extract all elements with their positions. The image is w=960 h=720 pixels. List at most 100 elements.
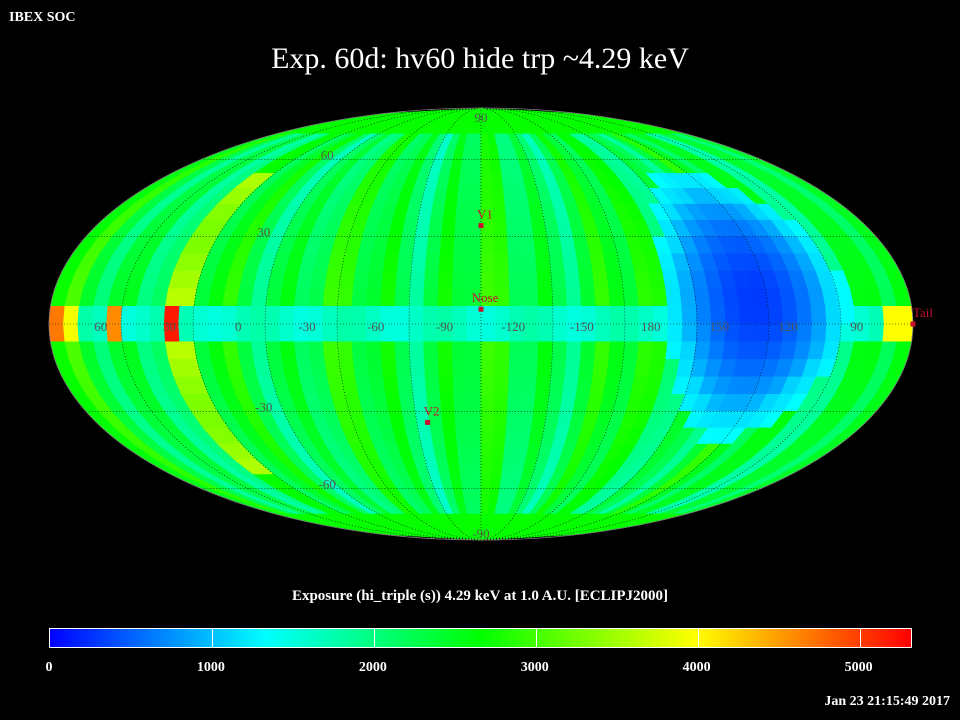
exposure-cell <box>382 253 400 272</box>
exposure-cell <box>651 288 668 307</box>
colorbar-title: Exposure (hi_triple (s)) 4.29 keV at 1.0… <box>291 588 669 604</box>
exposure-cell <box>308 341 326 360</box>
exposure-cell <box>452 359 468 378</box>
exposure-cell <box>442 427 458 445</box>
exposure-cell <box>398 393 416 412</box>
exposure-cell <box>470 474 482 489</box>
exposure-cell <box>352 270 370 289</box>
exposure-cell <box>608 288 625 307</box>
exposure-cell <box>423 288 439 307</box>
exposure-cell <box>365 288 382 307</box>
latitude-label: 60 <box>321 147 334 162</box>
exposure-cell <box>294 341 311 360</box>
exposure-cell <box>454 410 469 429</box>
exposure-cell <box>441 410 457 429</box>
exposure-cell <box>472 133 482 147</box>
exposure-cell <box>207 341 226 360</box>
exposure-cell <box>493 219 508 238</box>
exposure-cell <box>466 323 482 343</box>
exposure-cell <box>552 305 568 325</box>
colorbar-tick-label: 0 <box>45 660 53 675</box>
exposure-cell <box>562 253 580 272</box>
exposure-cell <box>622 341 640 360</box>
exposure-cell <box>480 359 496 378</box>
exposure-cell <box>480 474 492 489</box>
exposure-cell <box>455 427 470 445</box>
exposure-cell <box>308 288 326 307</box>
exposure-cell <box>667 305 683 325</box>
exposure-cell <box>394 305 410 325</box>
exposure-cell <box>324 359 342 378</box>
exposure-cell <box>473 513 482 526</box>
exposure-cell <box>192 305 209 325</box>
exposure-cell <box>368 253 387 272</box>
exposure-cell <box>522 270 539 289</box>
exposure-cell <box>322 323 338 343</box>
exposure-cell <box>452 270 468 289</box>
exposure-cell <box>351 288 368 307</box>
exposure-cell <box>693 288 711 307</box>
longitude-line <box>480 107 626 541</box>
exposure-cell <box>707 288 726 307</box>
exposure-cell <box>77 305 94 325</box>
exposure-cell <box>480 443 494 460</box>
exposure-cell <box>453 236 469 255</box>
exposure-cell <box>681 323 698 343</box>
exposure-cell <box>494 253 510 272</box>
exposure-cell <box>396 253 414 272</box>
exposure-cell <box>424 253 441 272</box>
exposure-cell <box>494 359 510 378</box>
exposure-cell <box>564 359 581 378</box>
exposure-cell <box>538 305 554 325</box>
exposure-cell <box>480 159 492 174</box>
exposure-cell <box>410 253 427 272</box>
exposure-cell <box>518 219 535 238</box>
exposure-cell <box>480 459 493 475</box>
exposure-cell <box>693 341 711 360</box>
exposure-cell <box>480 253 496 272</box>
colorbar-tick-label: 5000 <box>844 660 873 675</box>
latitude-label: -30 <box>255 399 272 414</box>
exposure-cell <box>507 236 523 255</box>
exposure-cell <box>896 323 914 343</box>
exposure-cell <box>469 459 482 475</box>
latitude-label: -90 <box>472 526 489 541</box>
exposure-cell <box>825 305 842 325</box>
exposure-cell <box>578 270 595 289</box>
latitude-label: -60 <box>319 477 336 492</box>
exposure-cell <box>178 305 195 325</box>
exposure-cell <box>651 341 668 360</box>
exposure-cell <box>480 236 495 255</box>
exposure-cell <box>408 323 424 343</box>
colorbar-tick-label: 4000 <box>682 660 711 675</box>
exposure-cell <box>594 288 611 307</box>
exposure-cell <box>536 270 553 289</box>
exposure-cell <box>120 323 137 343</box>
exposure-cell <box>896 305 914 325</box>
exposure-cell <box>467 393 482 412</box>
exposure-cell <box>533 393 550 412</box>
exposure-cell <box>480 173 493 189</box>
exposure-cell <box>622 288 640 307</box>
exposure-cell <box>437 288 453 307</box>
exposure-cell <box>466 253 482 272</box>
colorbar-tick-label: 1000 <box>196 660 225 675</box>
exposure-cell <box>451 323 467 343</box>
exposure-cell <box>594 341 611 360</box>
exposure-cell <box>606 359 624 378</box>
colorbar-tick-mark <box>535 629 537 647</box>
exposure-cell <box>466 376 482 395</box>
exposure-cell <box>665 341 683 360</box>
exposure-cell <box>739 305 755 325</box>
longitude-label: 180 <box>641 319 661 334</box>
marker-label: V2 <box>424 403 440 418</box>
exposure-cell <box>439 236 455 255</box>
exposure-cell <box>207 323 223 343</box>
exposure-cell <box>279 323 295 343</box>
exposure-cell <box>441 219 457 238</box>
exposure-cell <box>494 270 510 289</box>
longitude-label: 60 <box>94 319 107 334</box>
exposure-cell <box>480 427 494 445</box>
exposure-cell <box>251 341 269 360</box>
exposure-cell <box>424 376 441 395</box>
